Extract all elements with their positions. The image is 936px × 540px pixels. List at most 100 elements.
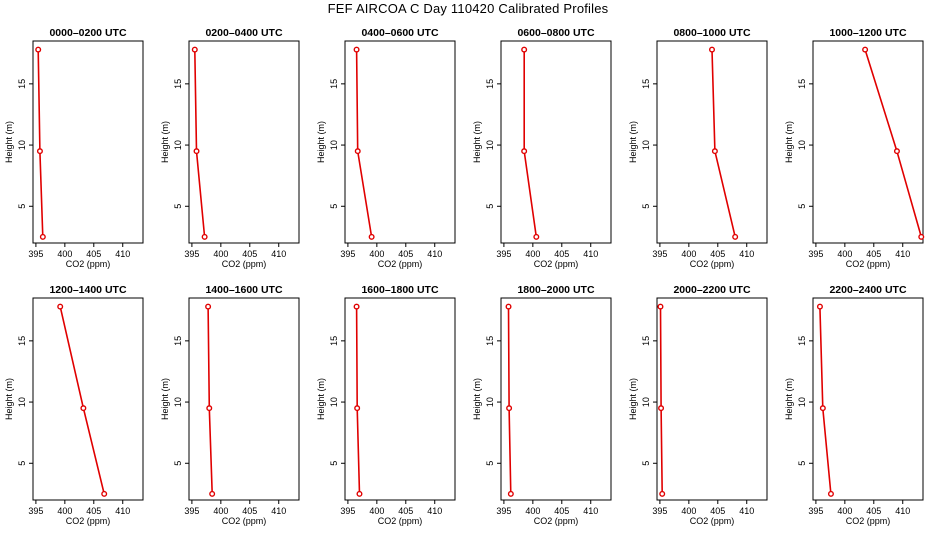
y-axis-label: Height (m) — [784, 121, 794, 163]
data-point — [36, 148, 43, 155]
data-point — [57, 303, 64, 310]
x-axis-label: CO2 (ppm) — [690, 516, 735, 526]
y-tick-label: 15 — [17, 336, 27, 346]
x-tick-label: 405 — [398, 506, 413, 516]
data-point — [354, 148, 361, 155]
y-tick-label: 5 — [641, 204, 651, 209]
y-axis-label: Height (m) — [472, 378, 482, 420]
x-tick-label: 410 — [895, 249, 910, 259]
x-tick-label: 410 — [271, 249, 286, 259]
y-tick-label: 10 — [17, 140, 27, 150]
y-axis-label: Height (m) — [160, 121, 170, 163]
data-point — [659, 490, 666, 497]
y-tick-label: 5 — [797, 204, 807, 209]
y-tick-label: 5 — [641, 461, 651, 466]
y-tick-label: 10 — [329, 397, 339, 407]
x-tick-label: 410 — [739, 249, 754, 259]
x-tick-label: 400 — [369, 249, 384, 259]
x-tick-label: 405 — [866, 506, 881, 516]
x-tick-label: 400 — [369, 506, 384, 516]
panel-frame — [188, 40, 300, 244]
x-tick-label: 410 — [427, 249, 442, 259]
x-axis-label: CO2 (ppm) — [690, 259, 735, 269]
y-tick-label: 15 — [797, 336, 807, 346]
x-tick-label: 405 — [554, 506, 569, 516]
panel-title: 0000–0200 UTC — [49, 27, 126, 39]
x-tick-label: 400 — [57, 249, 72, 259]
x-tick-label: 410 — [583, 249, 598, 259]
x-tick-label: 410 — [427, 506, 442, 516]
y-tick-label: 5 — [797, 461, 807, 466]
x-tick-label: 405 — [554, 249, 569, 259]
data-point — [39, 233, 46, 240]
x-tick-label: 405 — [710, 506, 725, 516]
y-axis-label: Height (m) — [316, 378, 326, 420]
panel-title: 1000–1200 UTC — [829, 27, 906, 39]
panel-title: 0800–1000 UTC — [673, 27, 750, 39]
y-tick-label: 10 — [485, 397, 495, 407]
data-point — [506, 405, 513, 412]
profile-line — [194, 49, 206, 237]
panel-title: 2200–2400 UTC — [829, 284, 906, 296]
panel-frame — [32, 40, 144, 244]
x-tick-label: 395 — [808, 506, 823, 516]
y-tick-label: 10 — [17, 397, 27, 407]
panel-title: 1800–2000 UTC — [517, 284, 594, 296]
data-point — [193, 148, 200, 155]
x-tick-label: 395 — [652, 506, 667, 516]
data-point — [893, 148, 900, 155]
y-tick-label: 15 — [173, 336, 183, 346]
y-tick-label: 15 — [173, 79, 183, 89]
y-axis-label: Height (m) — [160, 378, 170, 420]
data-point — [732, 233, 739, 240]
panel-frame — [188, 297, 300, 501]
panel-frame — [344, 40, 456, 244]
y-tick-label: 5 — [173, 204, 183, 209]
data-point — [507, 490, 514, 497]
x-tick-label: 410 — [271, 506, 286, 516]
y-axis-label: Height (m) — [628, 121, 638, 163]
profile-line — [659, 306, 663, 494]
x-tick-label: 400 — [213, 506, 228, 516]
y-tick-label: 10 — [641, 397, 651, 407]
panel-title: 0400–0600 UTC — [361, 27, 438, 39]
data-point — [533, 233, 540, 240]
y-tick-label: 10 — [797, 397, 807, 407]
data-point — [918, 233, 925, 240]
profile-line — [355, 49, 373, 238]
panel-frame — [344, 297, 456, 501]
x-axis-label: CO2 (ppm) — [66, 259, 111, 269]
data-point — [201, 233, 208, 240]
y-tick-label: 10 — [641, 140, 651, 150]
x-axis-label: CO2 (ppm) — [66, 516, 111, 526]
x-axis-label: CO2 (ppm) — [534, 516, 579, 526]
x-tick-label: 395 — [340, 249, 355, 259]
x-axis-label: CO2 (ppm) — [846, 516, 891, 526]
panel-frame — [656, 40, 768, 244]
panel-title: 0600–0800 UTC — [517, 27, 594, 39]
data-point — [209, 490, 216, 497]
panel-title: 2000–2200 UTC — [673, 284, 750, 296]
x-tick-label: 400 — [57, 506, 72, 516]
y-axis-label: Height (m) — [628, 378, 638, 420]
y-tick-label: 5 — [485, 204, 495, 209]
data-point — [521, 46, 528, 53]
x-tick-label: 400 — [837, 506, 852, 516]
x-tick-label: 405 — [242, 506, 257, 516]
y-tick-label: 15 — [485, 79, 495, 89]
y-tick-label: 15 — [641, 79, 651, 89]
profile-line — [864, 49, 923, 238]
y-tick-label: 10 — [329, 140, 339, 150]
data-point — [505, 303, 512, 310]
data-point — [711, 148, 718, 155]
y-tick-label: 15 — [329, 336, 339, 346]
y-axis-label: Height (m) — [316, 121, 326, 163]
data-point — [819, 405, 826, 412]
x-tick-label: 410 — [115, 249, 130, 259]
y-tick-label: 10 — [173, 397, 183, 407]
data-point — [353, 303, 360, 310]
y-axis-label: Height (m) — [784, 378, 794, 420]
y-tick-label: 5 — [485, 461, 495, 466]
x-tick-label: 400 — [681, 249, 696, 259]
